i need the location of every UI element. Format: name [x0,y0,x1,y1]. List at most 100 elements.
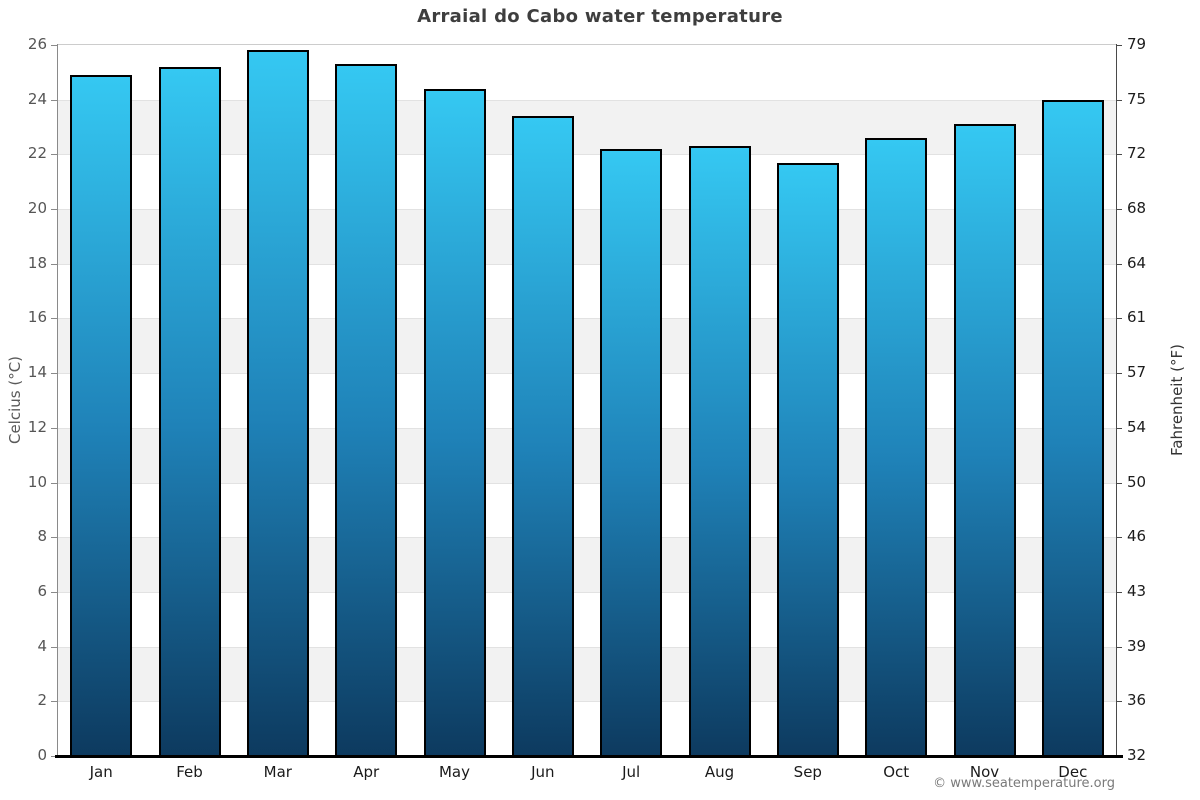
plot-area [51,44,1123,758]
bottom-axis-line [55,755,1123,758]
ytick-right-50: 50 [1127,472,1147,491]
month-label-jun: Jun [531,763,555,781]
month-label-aug: Aug [704,763,735,781]
ytick-mark-right-10 [1117,482,1122,484]
grid-band-22-24 [57,99,1117,155]
ytick-mark-left-18 [51,263,57,265]
ytick-mark-right-20 [1117,209,1122,211]
month-label-dec: Dec [1058,763,1088,781]
ytick-mark-right-14 [1117,373,1122,375]
ytick-left-10: 10 [27,472,47,491]
ytick-left-0: 0 [37,746,47,764]
gridline-14 [57,373,1117,375]
bar-apr [335,64,398,756]
month-label-mar: Mar [263,763,292,781]
ytick-left-16: 16 [27,308,47,327]
gridline-6 [57,591,1117,593]
bar-feb [158,66,221,756]
ytick-mark-right-16 [1117,318,1122,320]
ytick-right-32: 32 [1127,746,1147,764]
ytick-left-4: 4 [37,636,47,655]
ytick-mark-right-6 [1117,591,1122,593]
gridline-8 [57,537,1117,539]
ytick-right-57: 57 [1127,363,1147,382]
ytick-right-72: 72 [1127,144,1147,163]
month-label-nov: Nov [969,763,1000,781]
ytick-mark-left-2 [51,701,57,703]
ytick-left-24: 24 [27,89,47,108]
chart-title: Arraial do Cabo water temperature [417,6,783,27]
ytick-right-39: 39 [1127,636,1147,655]
gridline-16 [57,318,1117,320]
ytick-right-79: 79 [1127,35,1147,53]
y-axis-label-fahrenheit: Fahrenheit (°F) [1168,344,1186,456]
bar-nov [953,124,1016,756]
gridline-22 [57,154,1117,156]
ytick-right-54: 54 [1127,417,1147,436]
ytick-mark-left-4 [51,646,57,648]
bar-jun [511,116,574,756]
bar-oct [865,137,928,756]
gridline-20 [57,209,1117,211]
ytick-left-14: 14 [27,363,47,382]
month-label-apr: Apr [353,763,380,781]
ytick-left-18: 18 [27,253,47,272]
ytick-left-26: 26 [27,35,47,53]
ytick-mark-left-12 [51,427,57,429]
bar-jan [70,75,133,756]
month-label-oct: Oct [883,763,910,781]
ytick-mark-left-26 [51,45,57,46]
gridline-12 [57,427,1117,429]
ytick-right-46: 46 [1127,527,1147,546]
gridline-2 [57,701,1117,703]
ytick-right-64: 64 [1127,253,1147,272]
gridline-24 [57,99,1117,101]
bar-dec [1041,99,1104,756]
ytick-mark-right-22 [1117,154,1122,156]
ytick-left-6: 6 [37,581,47,600]
ytick-right-61: 61 [1127,308,1147,327]
bar-sep [776,162,839,756]
watermark: © www.seatemperature.org [933,776,1115,791]
ytick-left-8: 8 [37,527,47,546]
gridline-10 [57,482,1117,484]
ytick-mark-left-20 [51,209,57,211]
ytick-mark-right-4 [1117,646,1122,648]
month-label-sep: Sep [793,763,822,781]
month-label-may: May [438,763,470,781]
grid-band-2-4 [57,646,1117,702]
ytick-left-20: 20 [27,199,47,218]
ytick-mark-left-24 [51,99,57,101]
ytick-mark-left-6 [51,591,57,593]
ytick-mark-left-0 [51,756,57,757]
gridline-4 [57,646,1117,648]
ytick-right-43: 43 [1127,581,1147,600]
ytick-right-75: 75 [1127,89,1147,108]
ytick-mark-left-14 [51,373,57,375]
bar-jul [600,148,663,756]
grid-band-10-12 [57,427,1117,483]
bar-aug [688,146,751,756]
gridline-18 [57,263,1117,265]
left-axis-line [57,44,58,756]
ytick-mark-right-26 [1117,45,1122,46]
ytick-right-68: 68 [1127,199,1147,218]
ytick-mark-right-12 [1117,427,1122,429]
right-axis-line [1116,44,1117,756]
ytick-mark-right-24 [1117,99,1122,101]
ytick-mark-right-2 [1117,701,1122,703]
bar-may [423,88,486,756]
ytick-left-12: 12 [27,417,47,436]
month-label-feb: Feb [176,763,203,781]
ytick-left-2: 2 [37,691,47,710]
ytick-mark-left-16 [51,318,57,320]
month-label-jan: Jan [89,763,113,781]
grid-band-18-20 [57,209,1117,264]
ytick-mark-right-8 [1117,537,1122,539]
ytick-left-22: 22 [27,144,47,163]
grid-band-6-8 [57,537,1117,592]
grid-band-14-16 [57,318,1117,374]
bar-mar [246,50,309,756]
ytick-mark-left-10 [51,482,57,484]
